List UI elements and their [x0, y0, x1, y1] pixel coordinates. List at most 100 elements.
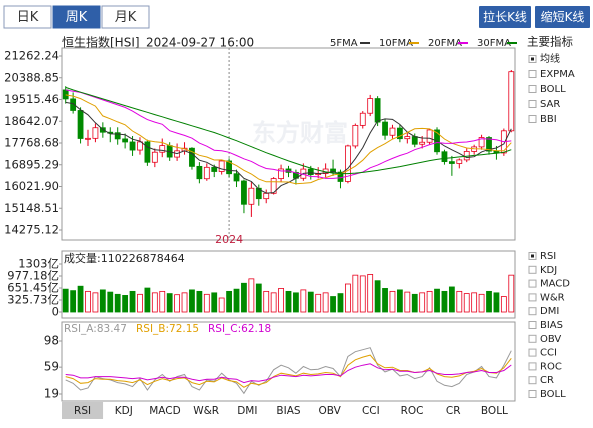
radio[interactable]: [528, 70, 537, 78]
candle-body: [77, 110, 84, 139]
indicator-tab-label[interactable]: CR: [446, 405, 461, 417]
panel-title: 主要指标: [527, 35, 573, 49]
candle-body: [70, 98, 77, 111]
rsi-panel: [61, 321, 516, 402]
volume-bar: [211, 292, 218, 313]
radio[interactable]: [528, 321, 537, 329]
period-tab-label[interactable]: 日K: [17, 10, 39, 25]
period-tab-label[interactable]: 月K: [115, 10, 137, 25]
indicator-tab[interactable]: [226, 402, 268, 419]
radio[interactable]: [528, 279, 537, 288]
radio[interactable]: [528, 348, 537, 357]
indicator-tab-label[interactable]: OBV: [319, 405, 342, 417]
volume-bar: [241, 282, 247, 313]
radio[interactable]: [528, 362, 537, 371]
candle-body: [396, 127, 403, 140]
radio-label[interactable]: SAR: [540, 99, 560, 110]
rsi-line: [65, 363, 512, 384]
volume-bar: [159, 290, 166, 313]
radio[interactable]: [528, 293, 537, 302]
volume-bar: [144, 287, 151, 313]
radio-label[interactable]: CR: [540, 375, 554, 386]
candle-body: [441, 151, 448, 163]
indicator-tab-label[interactable]: BIAS: [276, 405, 300, 417]
indicator-tab-label[interactable]: W&R: [193, 405, 219, 417]
radio-label[interactable]: CCI: [540, 348, 557, 359]
watermark: 东方财富: [252, 119, 348, 147]
legend-label: 10FMA: [379, 38, 413, 49]
indicator-tab[interactable]: [103, 402, 145, 419]
chart-time: 2024-09-27 16:00: [146, 36, 254, 50]
radio-label[interactable]: DMI: [540, 306, 559, 317]
indicator-tab[interactable]: [62, 402, 104, 419]
radio-dot[interactable]: [531, 254, 534, 258]
indicator-tab[interactable]: [391, 402, 433, 419]
indicator-tab-label[interactable]: MACD: [149, 405, 180, 417]
radio-label[interactable]: 均线: [540, 52, 560, 65]
radio-label[interactable]: BIAS: [540, 320, 563, 331]
toolbar-button-label[interactable]: 缩短K线: [541, 9, 585, 24]
indicator-tab-label[interactable]: KDJ: [115, 405, 133, 417]
indicator-tab[interactable]: [267, 402, 310, 419]
candle-body: [62, 89, 69, 100]
volume-bar: [478, 293, 485, 313]
radio[interactable]: [528, 115, 537, 123]
candle-body: [196, 165, 203, 180]
toolbar-button-label[interactable]: 拉长K线: [483, 9, 527, 24]
candle-body: [129, 141, 136, 151]
indicator-tab-label[interactable]: RSI: [74, 405, 91, 417]
indicator-tab-label[interactable]: BOLL: [481, 405, 508, 417]
indicator-tab[interactable]: [473, 402, 515, 419]
radio[interactable]: [528, 85, 537, 93]
period-tab[interactable]: [3, 5, 52, 29]
radio-label[interactable]: BOLL: [540, 389, 566, 400]
candle-body: [345, 145, 351, 182]
volume-bar: [189, 289, 195, 313]
volume-bar: [77, 285, 84, 313]
radio[interactable]: [528, 100, 537, 108]
volume-bar: [248, 278, 255, 313]
period-tab[interactable]: [101, 5, 150, 29]
volume-bar: [181, 292, 188, 313]
volume-bar: [114, 293, 121, 313]
radio-label[interactable]: EXPMA: [540, 69, 575, 80]
candle-body: [92, 127, 99, 139]
toolbar-button[interactable]: [535, 6, 590, 28]
radio[interactable]: [528, 376, 537, 385]
radio-label[interactable]: MACD: [540, 279, 570, 290]
radio-dot[interactable]: [531, 57, 534, 61]
y-tick-label: 59: [44, 360, 59, 374]
volume-bar: [315, 293, 322, 313]
period-tab[interactable]: [52, 5, 101, 29]
radio[interactable]: [528, 307, 537, 316]
radio-label[interactable]: KDJ: [540, 265, 557, 276]
legend-label: RSI_C:62.18: [208, 323, 271, 335]
legend-label: 20FMA: [428, 38, 462, 49]
radio[interactable]: [528, 390, 537, 398]
period-tab-label[interactable]: 周K: [66, 10, 88, 25]
indicator-tab[interactable]: [432, 402, 474, 419]
radio-label[interactable]: W&R: [540, 292, 565, 303]
indicator-tab-label[interactable]: DMI: [237, 405, 257, 417]
radio-label[interactable]: BBI: [540, 114, 557, 125]
radio-label[interactable]: RSI: [540, 251, 556, 262]
radio-label[interactable]: BOLL: [540, 84, 566, 95]
radio-label[interactable]: ROC: [540, 361, 562, 372]
candle-body: [456, 159, 463, 164]
candle-body: [404, 136, 411, 140]
candle-body: [508, 71, 515, 132]
indicator-tab[interactable]: [350, 402, 392, 419]
indicator-tab-label[interactable]: ROC: [401, 405, 424, 417]
indicator-tab[interactable]: [144, 402, 186, 419]
volume-bar: [493, 292, 500, 313]
indicator-tab[interactable]: [309, 402, 351, 419]
candle-body: [85, 137, 91, 140]
volume-bar: [233, 288, 240, 313]
indicator-tab[interactable]: [185, 402, 227, 419]
radio[interactable]: [528, 265, 537, 274]
volume-bar: [203, 293, 210, 313]
indicator-tab-label[interactable]: CCI: [362, 405, 380, 417]
radio[interactable]: [528, 334, 537, 343]
radio-label[interactable]: OBV: [540, 334, 561, 345]
toolbar-button[interactable]: [479, 6, 531, 28]
